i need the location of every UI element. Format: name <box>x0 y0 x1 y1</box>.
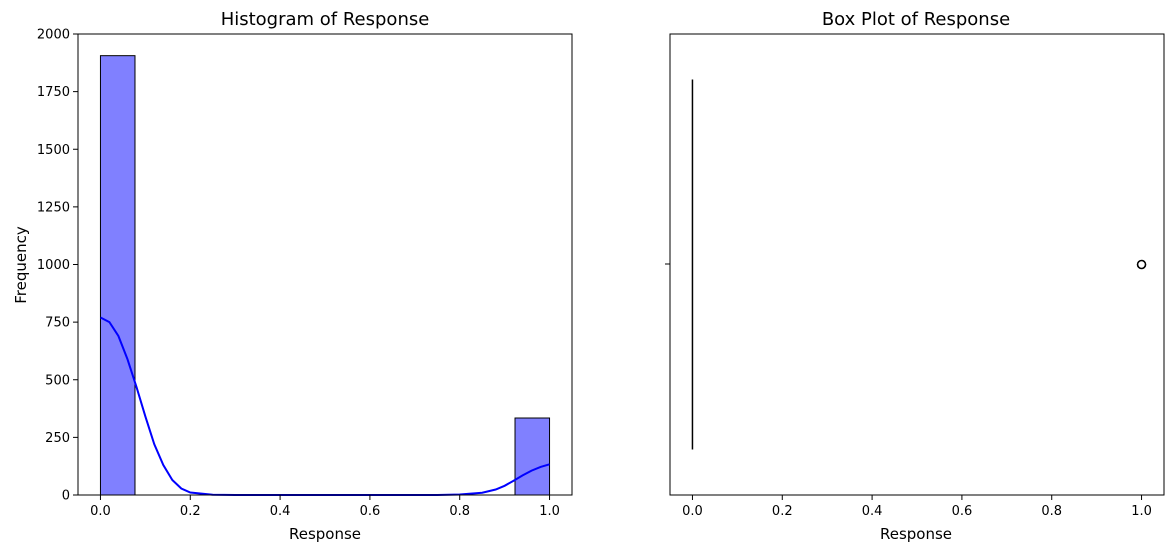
boxplot-title: Box Plot of Response <box>822 9 1010 30</box>
histogram-bars <box>99 55 551 496</box>
y-tick-label: 0 <box>62 489 70 504</box>
y-tick-label: 1500 <box>37 143 70 158</box>
x-tick-label: 0.4 <box>270 504 291 519</box>
boxplot-x-label: Response <box>880 525 952 543</box>
x-tick-label: 0.8 <box>449 504 470 519</box>
x-tick-label: 0.0 <box>90 504 111 519</box>
boxplot-axes-frame <box>669 33 1165 496</box>
y-tick-label: 250 <box>45 431 70 446</box>
histogram-bar <box>514 417 551 496</box>
kde-curve <box>100 316 550 496</box>
histogram-y-label: Frequency <box>12 226 30 304</box>
histogram-y-ticks: 0 250 500 750 1000 1250 1500 1750 2000 <box>37 28 78 504</box>
boxplot-x-ticks: 0.0 0.2 0.4 0.6 0.8 1.0 <box>682 495 1152 519</box>
histogram-axes-frame <box>77 33 573 496</box>
y-tick-label: 500 <box>45 373 70 388</box>
outlier-point <box>1136 259 1147 270</box>
y-tick-label: 1250 <box>37 200 70 215</box>
x-tick-label: 0.2 <box>772 504 793 519</box>
boxplot-panel: Box Plot of Response 0.0 0.2 0.4 0.6 0.8 1.0 … <box>665 9 1165 543</box>
histogram-x-ticks: 0.0 0.2 0.4 0.6 0.8 1.0 <box>90 495 560 519</box>
histogram-panel: Histogram of Response 0.0 0.2 0.4 0.6 0.8 1.0… <box>12 9 573 543</box>
x-tick-label: 0.0 <box>682 504 703 519</box>
x-tick-label: 1.0 <box>1131 504 1152 519</box>
x-tick-label: 0.2 <box>180 504 201 519</box>
x-tick-label: 0.8 <box>1041 504 1062 519</box>
y-tick-label: 2000 <box>37 28 70 43</box>
x-tick-label: 0.6 <box>360 504 381 519</box>
y-tick-label: 1750 <box>37 85 70 100</box>
x-tick-label: 0.4 <box>862 504 883 519</box>
x-tick-label: 0.6 <box>952 504 973 519</box>
histogram-title: Histogram of Response <box>221 9 430 30</box>
boxplot-elements <box>691 79 1147 450</box>
histogram-bar <box>99 55 136 496</box>
histogram-x-label: Response <box>289 525 361 543</box>
y-tick-label: 1000 <box>37 258 70 273</box>
x-tick-label: 1.0 <box>539 504 560 519</box>
y-tick-label: 750 <box>45 316 70 331</box>
